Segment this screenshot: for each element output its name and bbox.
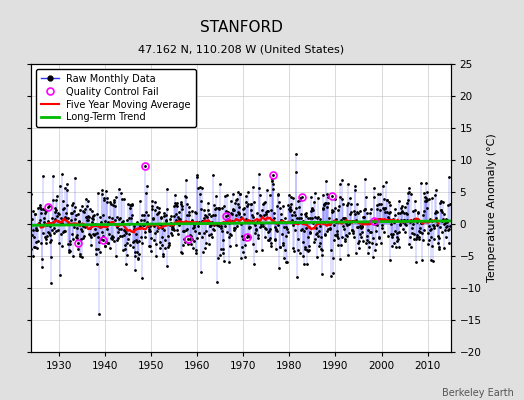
Y-axis label: Temperature Anomaly (°C): Temperature Anomaly (°C): [487, 134, 497, 282]
Text: 47.162 N, 110.208 W (United States): 47.162 N, 110.208 W (United States): [138, 44, 344, 54]
Text: Berkeley Earth: Berkeley Earth: [442, 388, 514, 398]
Text: STANFORD: STANFORD: [200, 20, 282, 35]
Legend: Raw Monthly Data, Quality Control Fail, Five Year Moving Average, Long-Term Tren: Raw Monthly Data, Quality Control Fail, …: [36, 69, 196, 127]
